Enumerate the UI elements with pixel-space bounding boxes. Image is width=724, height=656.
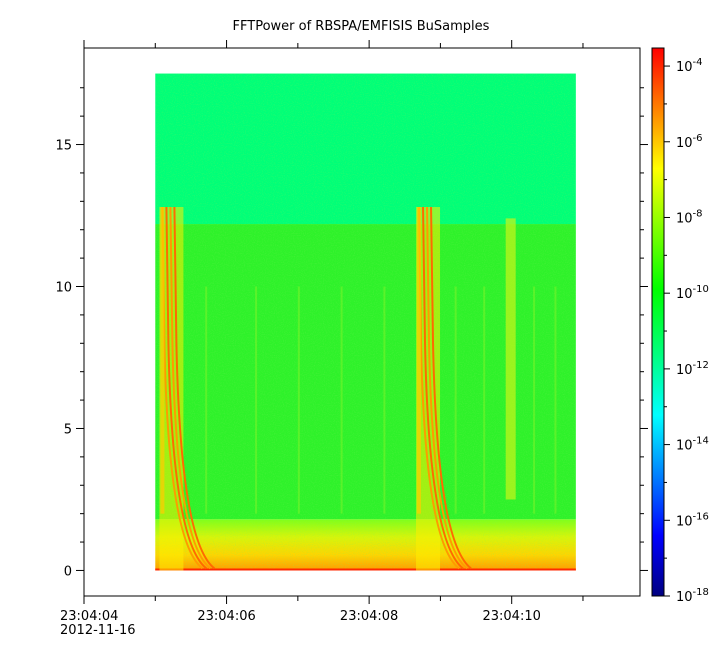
faint-streak	[383, 286, 386, 514]
colorbar-tick-base: 10	[676, 211, 693, 226]
colorbar-tick-label: 10-10	[676, 284, 709, 302]
y-axis: 0 5 10 15	[55, 87, 648, 579]
burst-trace	[173, 206, 216, 570]
colorbar-tick-label: 10-6	[676, 133, 703, 151]
faint-streak	[297, 286, 300, 514]
colorbar	[651, 47, 665, 597]
colorbar-tick-exponent: -4	[693, 57, 703, 68]
colorbar-tick-exponent: -16	[693, 511, 709, 522]
dispersive-burst	[159, 206, 216, 571]
burst-core	[160, 207, 165, 514]
colorbar-tick-label: 10-12	[676, 360, 709, 378]
chart-title: FFTPower of RBSPA/EMFISIS BuSamples	[233, 19, 490, 34]
colorbar-tick-exponent: -8	[693, 208, 703, 219]
colorbar-tick-base: 10	[676, 136, 693, 151]
x-axis: 23:04:04 23:04:06 23:04:08 23:04:10	[60, 40, 584, 624]
faint-streak	[340, 286, 343, 514]
colorbar-tick-label: 10-8	[676, 208, 703, 226]
colorbar-tick-label: 10-4	[676, 57, 703, 75]
colorbar-tick-base: 10	[676, 287, 693, 302]
colorbar-tick-exponent: -12	[693, 360, 709, 371]
x-tick-label: 23:04:04	[60, 609, 118, 624]
colorbar-tick-label: 10-14	[676, 436, 709, 454]
burst-trace	[169, 206, 212, 570]
x-tick-label: 23:04:06	[197, 609, 255, 624]
burst-trace	[165, 206, 208, 570]
spectrogram-image	[155, 73, 576, 571]
y-tick-label: 5	[64, 422, 72, 437]
burst-trace	[430, 206, 472, 570]
faint-streak	[255, 286, 258, 514]
dispersive-burst	[416, 206, 472, 571]
colorbar-tick-label: 10-18	[676, 587, 709, 605]
x-date-label: 2012-11-16	[60, 623, 136, 638]
burst-core	[417, 207, 422, 514]
colorbar-tick-label: 10-16	[676, 511, 709, 529]
x-tick-label: 23:04:08	[340, 609, 398, 624]
burst-trace	[426, 206, 468, 570]
colorbar-tick-base: 10	[676, 514, 693, 529]
colorbar-tick-exponent: -14	[693, 436, 709, 447]
colorbar-tick-exponent: -10	[693, 284, 709, 295]
burst-trace	[418, 206, 460, 570]
y-tick-label: 10	[55, 281, 72, 296]
y-tick-label: 15	[55, 139, 72, 154]
colorbar-tick-exponent: -18	[693, 587, 709, 598]
faint-streak	[533, 286, 536, 514]
x-tick-label: 23:04:10	[482, 609, 540, 624]
burst-trace	[422, 206, 464, 570]
colorbar-tick-base: 10	[676, 60, 693, 75]
colorbar-tick-base: 10	[676, 363, 693, 378]
colorbar-tick-base: 10	[676, 590, 693, 605]
colorbar-tick-base: 10	[676, 439, 693, 454]
faint-streak	[205, 286, 208, 514]
colorbar-tick-exponent: -6	[693, 133, 703, 144]
faint-streak	[483, 286, 486, 514]
faint-streak	[454, 286, 457, 514]
faint-streak	[554, 286, 557, 514]
faint-burst	[505, 218, 516, 500]
y-tick-label: 0	[64, 564, 72, 579]
burst-trace	[161, 206, 204, 570]
